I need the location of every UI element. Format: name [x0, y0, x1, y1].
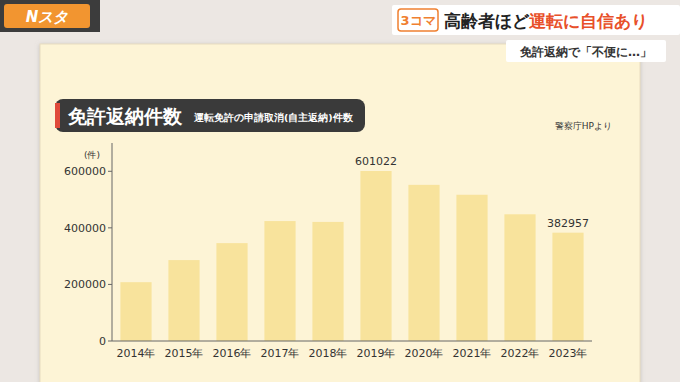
y-tick [108, 171, 112, 172]
bar [360, 171, 391, 341]
bar [168, 260, 199, 341]
segment: 3コマ [400, 13, 435, 28]
x-tick-label: 2023年 [549, 347, 588, 360]
x-tick-label: 2015年 [165, 347, 204, 360]
x-axis [112, 341, 592, 342]
segment-box [398, 9, 438, 31]
y-tick [108, 227, 112, 228]
y-tick [108, 341, 112, 342]
y-tick-label: 400000 [64, 222, 106, 235]
y-tick-label: 600000 [64, 165, 106, 178]
bar [120, 282, 151, 341]
logo: Nスタ [26, 8, 69, 26]
headline-box [392, 5, 680, 35]
title-accent [55, 103, 60, 128]
x-tick-label: 2020年 [405, 347, 444, 360]
bar [456, 195, 487, 341]
logo-bar [0, 0, 100, 32]
data-label: 601022 [355, 155, 397, 168]
x-tick-label: 2016年 [213, 347, 252, 360]
title-banner [55, 99, 365, 132]
logo-box [4, 4, 90, 28]
page: Nスタ 3コマ高齢者ほど運転に自信あり免許返納で「不便に…」免許返納件数運転免許の… [0, 0, 680, 382]
headline-part: 高齢者ほど [444, 11, 530, 31]
subhead-box [506, 40, 666, 62]
x-tick-label: 2014年 [117, 347, 156, 360]
chart-subtitle: 運転免許の申請取消(自主返納)件数 [193, 112, 354, 123]
subhead: 免許返納で「不便に…」 [519, 45, 652, 59]
bar [312, 222, 343, 341]
x-tick-label: 2019年 [357, 347, 396, 360]
chart-title: 免許返納件数 [67, 105, 183, 127]
bar [552, 233, 583, 341]
bar [504, 214, 535, 341]
headline: 高齢者ほど運転に自信あり [444, 11, 648, 31]
y-axis [112, 143, 113, 341]
x-tick-label: 2022年 [501, 347, 540, 360]
bars [120, 171, 583, 341]
y-tick [108, 284, 112, 285]
y-tick-label: 200000 [64, 278, 106, 291]
bar [216, 243, 247, 341]
y-tick-label: 0 [99, 335, 106, 348]
bar [264, 221, 295, 341]
y-axis-label: (件) [84, 150, 100, 160]
x-tick-label: 2021年 [453, 347, 492, 360]
board [40, 44, 640, 382]
x-tick-label: 2018年 [309, 347, 348, 360]
bar [408, 185, 439, 341]
x-tick-label: 2017年 [261, 347, 300, 360]
headline-part: 運転に自信あり [528, 11, 648, 31]
source-note: 警察庁HPより [555, 121, 612, 131]
data-label: 382957 [547, 217, 589, 230]
